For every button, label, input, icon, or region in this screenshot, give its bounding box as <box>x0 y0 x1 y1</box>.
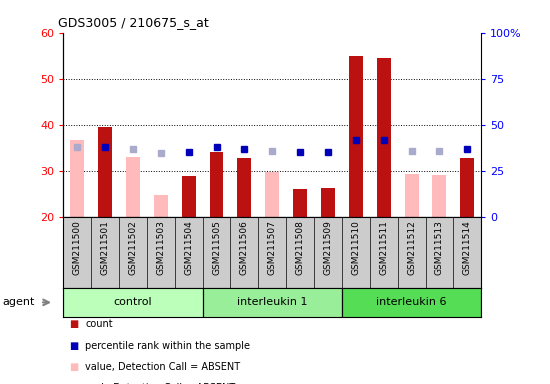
Text: value, Detection Call = ABSENT: value, Detection Call = ABSENT <box>85 362 240 372</box>
Bar <box>63 288 202 317</box>
Text: GSM211512: GSM211512 <box>407 220 416 275</box>
Text: ■: ■ <box>69 383 78 384</box>
Text: GSM211510: GSM211510 <box>351 220 360 275</box>
Bar <box>126 157 140 217</box>
Bar <box>342 288 481 317</box>
Bar <box>154 195 168 217</box>
Text: ■: ■ <box>69 319 78 329</box>
Text: GSM211507: GSM211507 <box>268 220 277 275</box>
Text: GSM211514: GSM211514 <box>463 220 472 275</box>
Text: GSM211501: GSM211501 <box>101 220 109 275</box>
Bar <box>405 174 419 217</box>
Text: agent: agent <box>3 297 35 308</box>
Text: control: control <box>114 297 152 308</box>
Bar <box>349 56 363 217</box>
Text: rank, Detection Call = ABSENT: rank, Detection Call = ABSENT <box>85 383 235 384</box>
Bar <box>98 127 112 217</box>
Text: GSM211505: GSM211505 <box>212 220 221 275</box>
Bar <box>265 172 279 217</box>
Text: GSM211513: GSM211513 <box>435 220 444 275</box>
Text: interleukin 1: interleukin 1 <box>237 297 307 308</box>
Text: ■: ■ <box>69 341 78 351</box>
Text: GSM211508: GSM211508 <box>295 220 305 275</box>
Text: GSM211511: GSM211511 <box>379 220 388 275</box>
Text: interleukin 6: interleukin 6 <box>376 297 447 308</box>
Text: ■: ■ <box>69 362 78 372</box>
Text: GDS3005 / 210675_s_at: GDS3005 / 210675_s_at <box>58 16 208 29</box>
Bar <box>321 188 335 217</box>
Bar <box>182 176 196 217</box>
Bar <box>377 58 390 217</box>
Bar <box>432 175 447 217</box>
Bar <box>293 189 307 217</box>
Bar <box>238 158 251 217</box>
Text: GSM211504: GSM211504 <box>184 220 193 275</box>
Bar <box>210 152 223 217</box>
Bar <box>202 288 342 317</box>
Text: GSM211500: GSM211500 <box>73 220 82 275</box>
Text: percentile rank within the sample: percentile rank within the sample <box>85 341 250 351</box>
Text: GSM211503: GSM211503 <box>156 220 166 275</box>
Text: count: count <box>85 319 113 329</box>
Text: GSM211506: GSM211506 <box>240 220 249 275</box>
Bar <box>460 158 474 217</box>
Bar <box>70 139 84 217</box>
Text: GSM211509: GSM211509 <box>323 220 333 275</box>
Text: GSM211502: GSM211502 <box>128 220 138 275</box>
